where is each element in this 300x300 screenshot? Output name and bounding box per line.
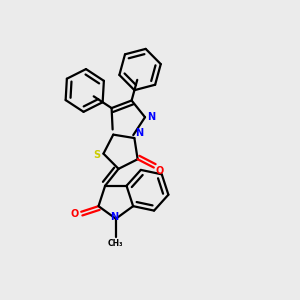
Text: O: O — [155, 166, 164, 176]
Text: O: O — [71, 209, 79, 219]
Text: CH₃: CH₃ — [108, 239, 124, 248]
Text: N: N — [148, 112, 156, 122]
Text: N: N — [135, 128, 143, 139]
Text: S: S — [93, 150, 100, 160]
Text: N: N — [110, 212, 118, 222]
